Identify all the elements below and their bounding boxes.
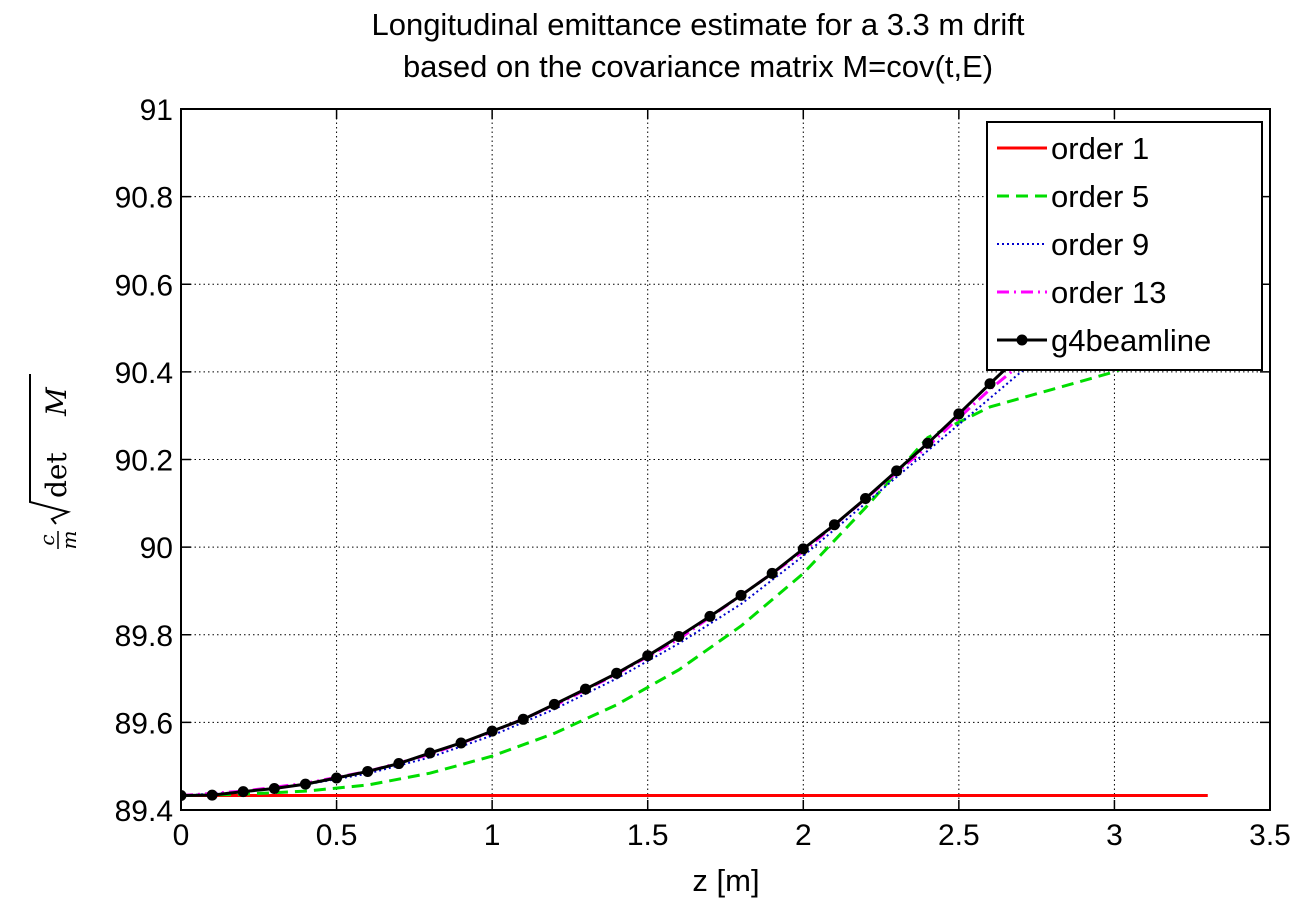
series-marker (579, 683, 591, 695)
y-tick-label: 90.2 (115, 445, 173, 478)
series-marker (704, 610, 716, 622)
series-marker (828, 519, 840, 531)
chart-title: Longitudinal emittance estimate for a 3.… (371, 7, 1024, 84)
x-axis-label: z [m] (692, 863, 759, 898)
series-layer (181, 348, 1208, 802)
y-tick-label: 89.8 (115, 620, 173, 653)
series-marker (642, 650, 654, 662)
legend: order 1 order 5 order 9 order 13 g4beamline (986, 121, 1263, 371)
y-axis-label-sqrt-sign (29, 374, 72, 525)
x-tick-label: 3 (1106, 819, 1123, 852)
y-tick-label: 89.6 (115, 707, 173, 740)
series-marker (548, 698, 560, 710)
legend-box (986, 121, 1263, 371)
legend-label: g4beamline (1051, 323, 1211, 358)
x-tick-label: 3.5 (1249, 819, 1291, 852)
chart-title-line-1: Longitudinal emittance estimate for a 3.… (371, 7, 1024, 42)
series-marker (237, 786, 249, 798)
series-marker (891, 465, 903, 477)
series-marker (486, 725, 498, 737)
x-tick-label: 0.5 (316, 819, 358, 852)
legend-label: order 9 (1051, 227, 1149, 262)
series-marker (393, 758, 405, 770)
y-tick-label: 89.4 (115, 795, 173, 828)
series-marker (611, 667, 623, 679)
grid (181, 109, 1270, 810)
legend-label: order 13 (1051, 275, 1166, 310)
series-marker (797, 543, 809, 555)
series-marker (953, 408, 965, 420)
series-marker (735, 589, 747, 601)
chart-title-line-2: based on the covariance matrix M=cov(t,E… (403, 49, 993, 84)
y-axis-label-denominator: m (57, 531, 81, 550)
series-marker (455, 737, 467, 749)
y-tick-label: 90.4 (115, 357, 173, 390)
series-marker (206, 789, 218, 801)
series-marker (331, 772, 343, 784)
series-marker (299, 778, 311, 790)
series-marker (984, 378, 996, 390)
series-marker (922, 437, 934, 449)
x-tick-label: 1.5 (627, 819, 669, 852)
y-tick-labels: 89.4 89.6 89.8 90 90.2 90.4 90.6 90.8 91 (115, 94, 173, 828)
series-line-4 (181, 353, 1023, 798)
legend-label: order 5 (1051, 179, 1149, 214)
series-marker (362, 765, 374, 777)
y-axis-label-operator: det (40, 452, 73, 498)
y-tick-label: 90.6 (115, 269, 173, 302)
series-marker (424, 747, 436, 759)
legend-label: order 1 (1051, 131, 1149, 166)
legend-swatch-marker (1016, 334, 1028, 346)
x-tick-label: 2.5 (938, 819, 980, 852)
y-tick-label: 90.8 (115, 182, 173, 215)
y-axis-label-variable: M (40, 386, 73, 417)
series-marker (268, 783, 280, 795)
series-marker (673, 631, 685, 643)
series-marker (860, 492, 872, 504)
x-tick-label: 0 (173, 819, 190, 852)
y-axis-label-numerator: c (35, 534, 59, 545)
y-tick-label: 91 (140, 94, 173, 127)
y-axis-label: c m det M (29, 374, 81, 550)
x-tick-label: 2 (795, 819, 812, 852)
y-tick-label: 90 (140, 532, 173, 565)
x-tick-label: 1 (484, 819, 501, 852)
series-line-1 (181, 357, 1147, 798)
x-tick-labels: 0 0.5 1 1.5 2 2.5 3 3.5 (173, 819, 1291, 852)
series-marker (181, 790, 187, 802)
series-marker (517, 713, 529, 725)
series-marker (766, 567, 778, 579)
